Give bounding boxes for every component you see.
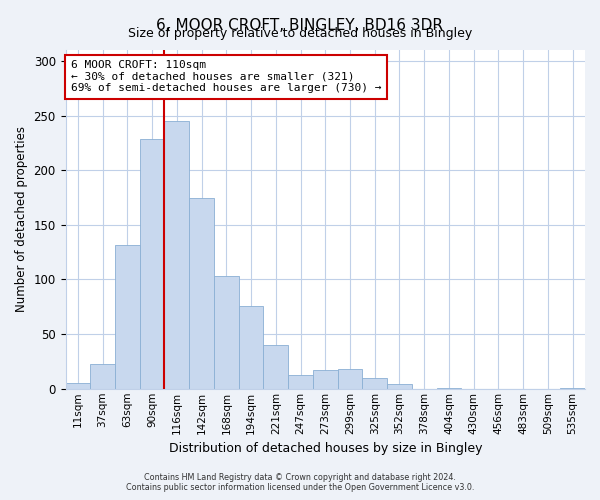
- Bar: [263, 345, 288, 389]
- Bar: [65, 384, 90, 389]
- Bar: [140, 138, 164, 389]
- Bar: [288, 374, 313, 389]
- Bar: [387, 384, 412, 389]
- Bar: [560, 388, 585, 389]
- Bar: [90, 364, 115, 389]
- Y-axis label: Number of detached properties: Number of detached properties: [15, 126, 28, 312]
- Bar: [115, 244, 140, 389]
- Bar: [239, 306, 263, 389]
- Bar: [338, 369, 362, 389]
- Bar: [164, 121, 189, 389]
- Bar: [214, 276, 239, 389]
- Bar: [362, 378, 387, 389]
- Bar: [189, 198, 214, 389]
- Text: 6, MOOR CROFT, BINGLEY, BD16 3DR: 6, MOOR CROFT, BINGLEY, BD16 3DR: [157, 18, 443, 32]
- Bar: [313, 370, 338, 389]
- Text: 6 MOOR CROFT: 110sqm
← 30% of detached houses are smaller (321)
69% of semi-deta: 6 MOOR CROFT: 110sqm ← 30% of detached h…: [71, 60, 381, 94]
- Bar: [437, 388, 461, 389]
- X-axis label: Distribution of detached houses by size in Bingley: Distribution of detached houses by size …: [169, 442, 482, 455]
- Text: Contains HM Land Registry data © Crown copyright and database right 2024.
Contai: Contains HM Land Registry data © Crown c…: [126, 473, 474, 492]
- Text: Size of property relative to detached houses in Bingley: Size of property relative to detached ho…: [128, 28, 472, 40]
